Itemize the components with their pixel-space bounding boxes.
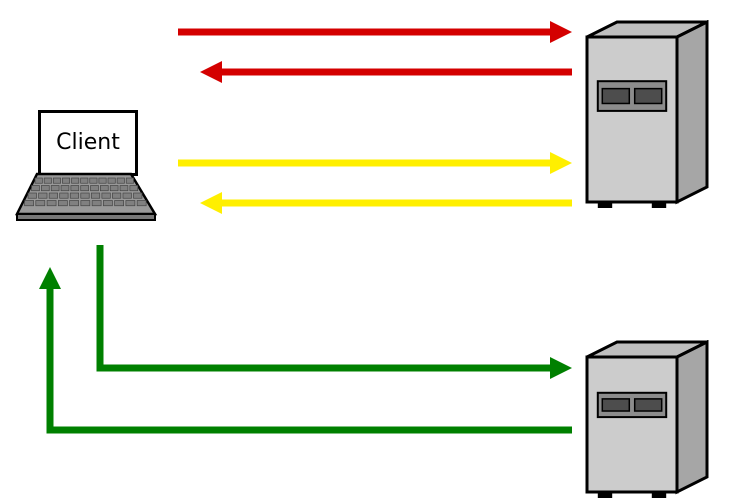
server-icon (585, 340, 711, 500)
server-icon (585, 20, 711, 227)
arrow-down-to-service (100, 245, 552, 368)
client-screen: Client (38, 110, 138, 176)
client-laptop: Client (20, 110, 160, 222)
auth-server (585, 20, 711, 236)
diagram-stage: Client (0, 0, 750, 500)
service-server (585, 340, 711, 500)
arrow-service-to-client (50, 287, 572, 430)
laptop-base-icon (15, 172, 165, 234)
client-label: Client (41, 113, 135, 173)
